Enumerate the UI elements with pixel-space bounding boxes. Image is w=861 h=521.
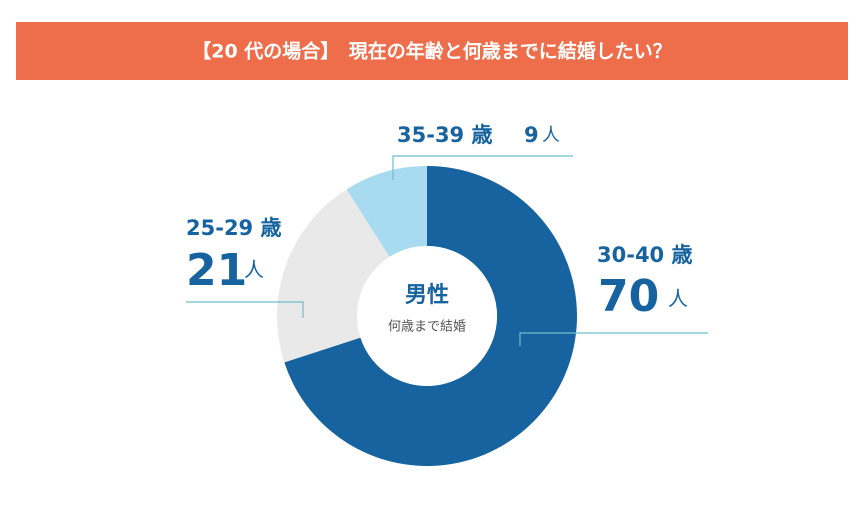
center-subtitle: 何歳まで結婚 bbox=[388, 319, 466, 335]
value-label: 21 bbox=[186, 245, 247, 296]
leader-line bbox=[392, 155, 573, 180]
category-label: 30-40 歳 bbox=[597, 243, 692, 267]
unit-label: 人 bbox=[668, 287, 688, 311]
value-label: 70 bbox=[598, 271, 659, 322]
donut-slice bbox=[346, 166, 427, 257]
leader-line bbox=[186, 301, 304, 318]
donut-slice bbox=[284, 166, 577, 466]
plot bbox=[277, 166, 577, 466]
category-label: 25-29 歳 bbox=[186, 216, 281, 240]
donut-slice bbox=[277, 189, 390, 363]
unit-label: 人 bbox=[542, 125, 560, 146]
leader-line bbox=[519, 332, 708, 346]
category-label: 35-39 歳 bbox=[397, 123, 492, 147]
donut-hole bbox=[357, 246, 497, 386]
center-title: 男性 bbox=[405, 283, 449, 308]
value-label: 9 bbox=[524, 123, 539, 147]
unit-label: 人 bbox=[244, 258, 264, 282]
chart-title: 【20 代の場合】 現在の年齢と何歳までに結婚したい？ bbox=[192, 40, 672, 63]
title-bar bbox=[16, 22, 848, 80]
